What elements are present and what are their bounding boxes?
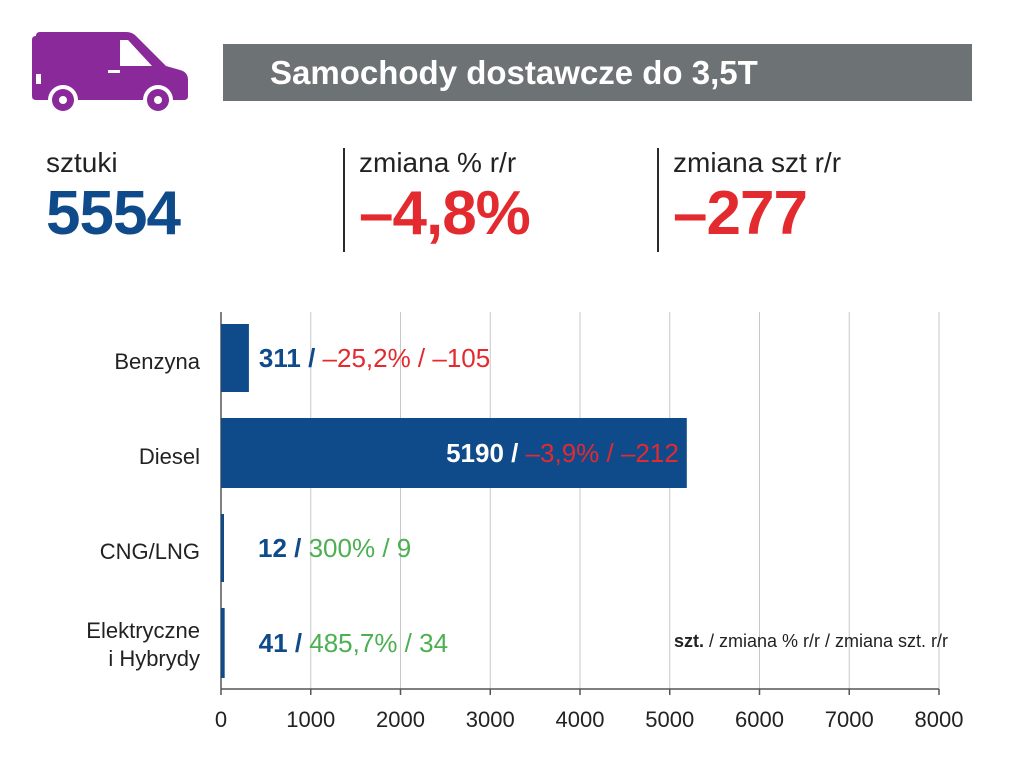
legend-note-units: szt. <box>673 631 704 651</box>
data-label-change: –25,2% / –105 <box>322 343 491 373</box>
data-label-value: 5190 / <box>446 438 526 468</box>
data-label: 311 / –25,2% / –105 <box>259 343 490 373</box>
divider <box>657 148 659 252</box>
bar <box>221 608 225 678</box>
x-tick-label: 0 <box>215 707 227 732</box>
category-label: Benzyna <box>114 348 200 376</box>
category-label: CNG/LNG <box>100 538 200 566</box>
legend-note: szt. / zmiana % r/r / zmiana szt. r/r <box>674 631 948 652</box>
data-label-value: 41 / <box>258 628 310 658</box>
stat-pct-change: zmiana % r/r –4,8% <box>359 145 531 248</box>
data-label: 5190 / –3,9% / –212 <box>446 438 679 468</box>
x-tick-label: 3000 <box>466 707 515 732</box>
data-label: 41 / 485,7% / 34 <box>259 628 448 658</box>
data-label-change: 300% / 9 <box>308 533 412 563</box>
stat-units-label: sztuki <box>46 147 118 178</box>
x-tick-label: 4000 <box>556 707 605 732</box>
stat-units: sztuki 5554 <box>46 145 181 248</box>
stat-unit-change-label: zmiana szt r/r <box>673 147 842 178</box>
data-label-change: –3,9% / –212 <box>525 438 679 468</box>
x-tick-label: 6000 <box>735 707 784 732</box>
bar <box>221 418 687 488</box>
x-tick-label: 1000 <box>286 707 335 732</box>
category-label-line: Benzyna <box>114 349 200 374</box>
stat-unit-change: zmiana szt r/r –277 <box>673 145 841 247</box>
page-title: Samochody dostawcze do 3,5T <box>223 44 972 101</box>
divider <box>343 148 345 252</box>
bar <box>221 514 224 582</box>
stat-units-value: 5554 <box>46 179 181 248</box>
x-tick-label: 8000 <box>915 707 964 732</box>
stat-unit-change-value: –277 <box>673 179 808 248</box>
data-label-change: 485,7% / 34 <box>309 628 449 658</box>
category-label: Elektryczne i Hybrydy <box>86 617 200 673</box>
stat-pct-change-label: zmiana % r/r <box>359 147 517 178</box>
category-label-line: CNG/LNG <box>99 539 200 564</box>
category-label-line: i Hybrydy <box>108 646 200 671</box>
van-icon <box>32 32 188 115</box>
legend-note-rest: / zmiana % r/r / zmiana szt. r/r <box>703 631 948 651</box>
bar <box>221 324 249 392</box>
category-label-line: Diesel <box>138 444 200 469</box>
x-tick-label: 5000 <box>645 707 694 732</box>
data-label-value: 12 / <box>258 533 309 563</box>
data-label: 12 / 300% / 9 <box>258 533 411 563</box>
x-tick-label: 2000 <box>376 707 425 732</box>
data-label-value: 311 / <box>258 343 323 373</box>
category-label-line: Elektryczne <box>86 618 200 643</box>
x-tick-label: 7000 <box>825 707 874 732</box>
category-label: Diesel <box>139 443 200 471</box>
stat-pct-change-value: –4,8% <box>359 179 531 248</box>
